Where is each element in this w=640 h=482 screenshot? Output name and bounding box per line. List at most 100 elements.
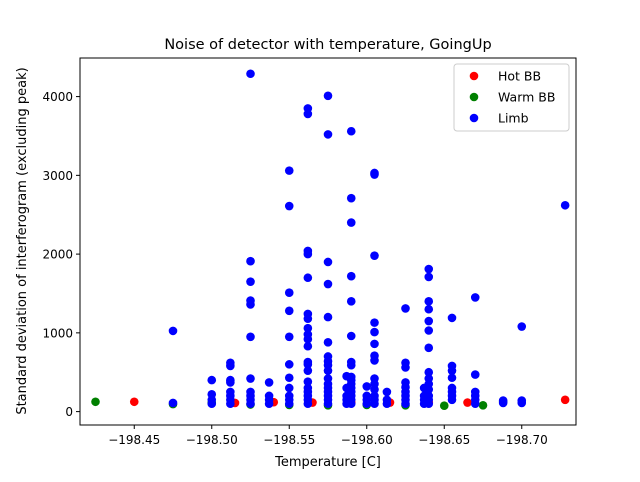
point-limb-46 [303, 314, 313, 323]
point-limb-2 [207, 375, 217, 385]
point-limb-104 [370, 251, 379, 260]
y-tick-label: 4000 [42, 90, 73, 104]
point-limb-121 [401, 363, 410, 372]
point-limb-134 [424, 297, 434, 306]
point-limb-28 [264, 399, 274, 409]
y-tick-label: 1000 [42, 326, 73, 340]
point-limb-20 [246, 374, 255, 383]
y-tick-label: 2000 [42, 248, 73, 262]
point-limb-54 [303, 377, 313, 386]
point-limb-98 [362, 382, 372, 391]
legend-frame [453, 63, 570, 132]
point-limb-49 [303, 334, 313, 344]
point-limb-1 [168, 398, 178, 408]
point-limb-85 [346, 271, 356, 281]
point-limb-127 [401, 399, 410, 409]
points-layer [91, 69, 570, 411]
point-limb-59 [303, 399, 313, 409]
legend-marker-warm-bb [469, 92, 479, 102]
point-limb-159 [470, 399, 480, 409]
point-limb-162 [517, 322, 527, 331]
point-limb-7 [226, 361, 235, 371]
point-hot-bb-7 [463, 398, 472, 407]
x-tick-label: −198.45 [108, 433, 160, 447]
y-tick-label: 0 [65, 405, 73, 419]
point-limb-62 [323, 257, 333, 267]
point-limb-118 [382, 399, 392, 409]
point-limb-82 [346, 126, 356, 136]
point-limb-15 [246, 256, 255, 266]
legend-label-warm-bb: Warm BB [498, 90, 555, 105]
point-limb-5 [207, 399, 217, 409]
point-limb-61 [323, 130, 333, 139]
point-limb-136 [424, 316, 434, 326]
point-limb-142 [424, 385, 434, 394]
point-limb-97 [346, 399, 356, 409]
point-limb-76 [323, 399, 333, 409]
x-tick-label: −198.65 [418, 433, 470, 447]
point-limb-146 [447, 313, 457, 323]
point-limb-83 [346, 193, 356, 203]
point-limb-103 [370, 170, 379, 179]
point-limb-19 [246, 332, 255, 342]
point-limb-29 [284, 166, 294, 175]
point-limb-18 [246, 300, 255, 309]
y-tick-label: 3000 [42, 169, 73, 183]
point-limb-139 [424, 367, 434, 377]
point-limb-109 [370, 356, 379, 365]
point-limb-145 [424, 399, 434, 409]
point-limb-153 [447, 395, 457, 405]
point-limb-155 [470, 370, 480, 379]
point-limb-107 [370, 339, 379, 349]
point-limb-14 [246, 69, 255, 79]
x-axis-label: Temperature [C] [274, 455, 381, 470]
x-tick-label: −198.60 [341, 433, 393, 447]
point-limb-24 [246, 399, 255, 409]
point-limb-30 [284, 201, 294, 211]
x-tick-label: −198.70 [496, 433, 548, 447]
legend-label-hot-bb: Hot BB [498, 69, 541, 84]
point-limb-87 [346, 331, 356, 341]
point-limb-35 [284, 373, 294, 383]
x-tick-label: −198.50 [186, 433, 238, 447]
point-limb-105 [370, 318, 379, 327]
point-limb-9 [226, 378, 235, 387]
point-hot-bb-8 [560, 395, 570, 405]
point-limb-161 [498, 398, 508, 408]
y-axis-label: Standard deviation of interferogram (exc… [15, 67, 30, 414]
legend-marker-hot-bb [469, 71, 479, 81]
point-limb-33 [284, 332, 294, 342]
point-limb-36 [284, 383, 294, 393]
point-limb-89 [346, 360, 356, 370]
point-limb-63 [323, 279, 333, 289]
point-limb-148 [447, 366, 457, 375]
point-limb-137 [424, 326, 434, 335]
point-limb-64 [323, 312, 333, 322]
point-limb-112 [370, 385, 379, 394]
point-limb-13 [226, 399, 235, 409]
legend-label-limb: Limb [498, 111, 529, 126]
point-limb-164 [517, 398, 527, 408]
point-limb-101 [362, 399, 372, 409]
point-limb-41 [303, 109, 313, 119]
point-limb-44 [303, 273, 313, 283]
plot-area-frame [79, 57, 577, 426]
point-limb-32 [284, 306, 294, 316]
x-axis: −198.45 −198.50 −198.55 −198.60 −198.65 −198.… [108, 425, 548, 447]
point-limb-65 [323, 338, 333, 347]
point-limb-43 [303, 249, 313, 259]
point-limb-50 [303, 341, 313, 351]
point-limb-47 [303, 323, 313, 333]
y-axis: 0 1000 2000 3000 4000 [42, 90, 80, 419]
point-limb-53 [303, 366, 313, 375]
chart-title: Noise of detector with temperature, Goin… [164, 37, 491, 53]
point-limb-115 [370, 399, 379, 409]
point-limb-69 [323, 366, 333, 375]
x-tick-label: −198.55 [263, 433, 315, 447]
point-limb-135 [424, 304, 434, 314]
point-limb-119 [401, 304, 410, 313]
legend: Hot BB Warm BB Limb [453, 63, 570, 132]
point-limb-154 [470, 293, 480, 302]
point-limb-39 [284, 399, 294, 409]
